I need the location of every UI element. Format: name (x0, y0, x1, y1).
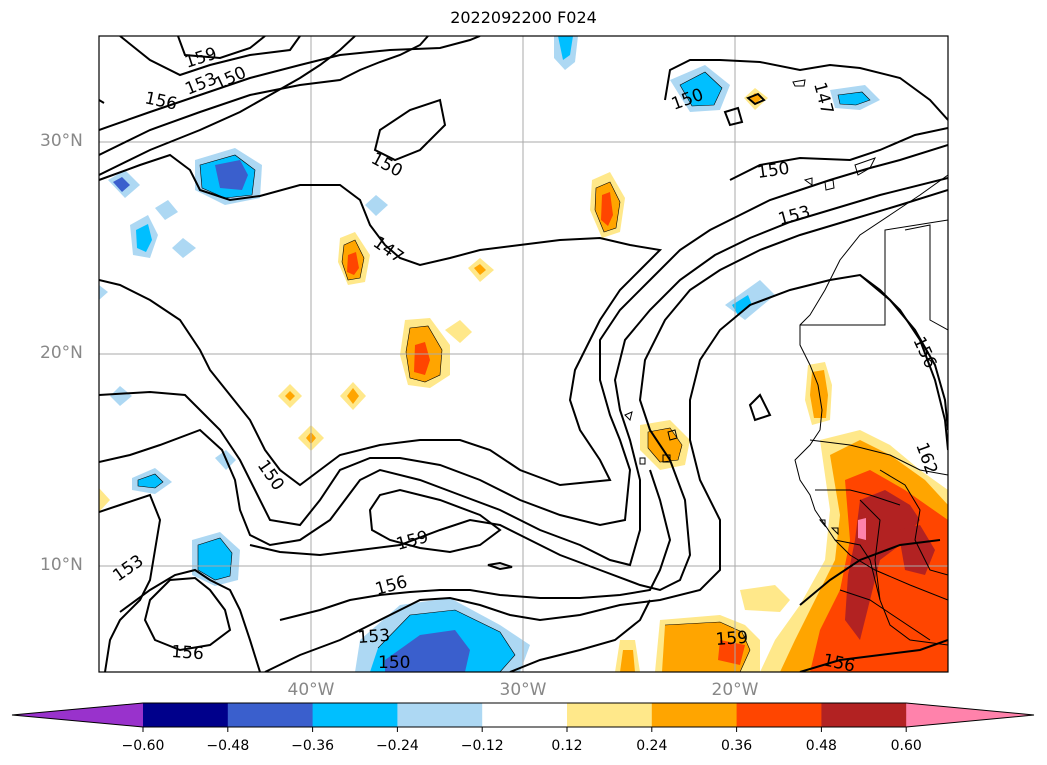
contour-label: 150 (368, 149, 406, 182)
contour-label: 150 (378, 653, 410, 673)
contour-label: 159 (394, 527, 431, 555)
contour-label: 156 (171, 642, 205, 664)
colorbar-segment (227, 703, 314, 727)
colorbar-tick-label: 0.12 (551, 738, 583, 754)
contour-label: 159 (182, 44, 219, 73)
colorbar-segment (651, 703, 738, 727)
contour-label: 150 (756, 159, 791, 183)
colorbar-tick-label: 0.24 (636, 738, 668, 754)
contour-label: 153 (357, 626, 391, 648)
colorbar-tick-label: 0.36 (721, 738, 753, 754)
positive-anomaly-fills (99, 88, 948, 672)
colorbar-segment (143, 703, 229, 727)
contour-label: 147 (369, 233, 407, 268)
colorbar-tick-label: −0.12 (460, 738, 504, 754)
colorbar-tick-label: −0.48 (206, 738, 250, 754)
colorbar-tick-label: 0.48 (805, 738, 837, 754)
contour-label: 156 (143, 88, 179, 114)
map-frame (98, 35, 949, 673)
colorbar-extend-low (12, 703, 143, 727)
contour-label: 153 (776, 202, 813, 230)
contour-label: 153 (109, 551, 147, 586)
map-title: 2022092200 F024 (450, 8, 597, 27)
lat-label-20n: 20°N (40, 343, 83, 363)
colorbar-segment (397, 703, 483, 727)
contour-label: 147 (809, 80, 837, 117)
contour-label: 156 (373, 572, 410, 600)
contour-label: 150 (212, 63, 250, 95)
negative-anomaly-fills (99, 36, 880, 672)
colorbar-tick-label: −0.60 (121, 738, 165, 754)
colorbar-extend-high (906, 703, 1034, 727)
coastlines (624, 79, 948, 646)
colorbar-tick-label: 0.60 (890, 738, 922, 754)
colorbar-tick-label: −0.36 (291, 738, 335, 754)
colorbar-segment (482, 703, 568, 727)
lat-label-30n: 30°N (40, 131, 83, 151)
colorbar-segment (821, 703, 907, 727)
colorbar (11, 702, 1035, 732)
lat-label-10n: 10°N (40, 555, 83, 575)
colorbar-tick-label: −0.24 (375, 738, 419, 754)
graticule (99, 36, 948, 672)
fill-outlines (137, 71, 871, 672)
lon-label-20w: 20°W (711, 680, 759, 700)
colorbar-segment (736, 703, 822, 727)
contour-label: 159 (715, 628, 749, 650)
height-contours (99, 36, 948, 672)
lon-label-40w: 40°W (287, 680, 335, 700)
colorbar-segment (567, 703, 653, 727)
contour-label: 150 (253, 456, 288, 494)
colorbar-segment (312, 703, 398, 727)
lon-label-30w: 30°W (499, 680, 547, 700)
